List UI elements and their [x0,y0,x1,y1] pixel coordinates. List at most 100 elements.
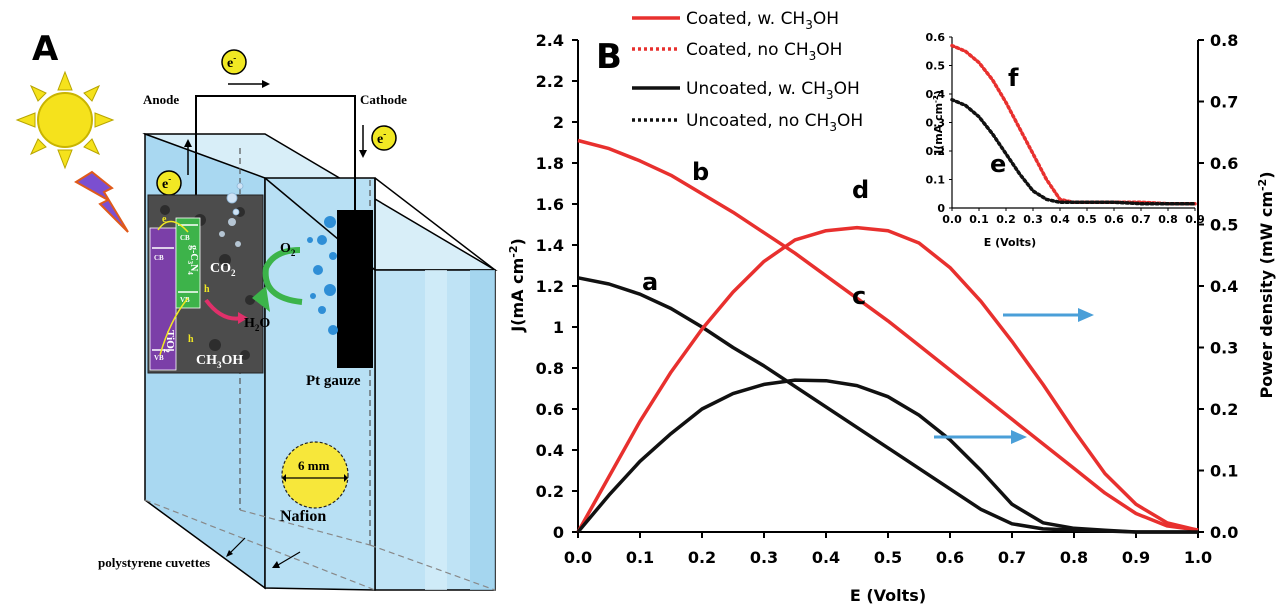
curve-label-c: c [852,282,866,310]
y-tick-label: 1.8 [536,154,564,173]
inset-y-tick-label: 0.4 [926,88,946,101]
electron-badge-left: e- [156,170,182,196]
inset-x-tick-label: 0.5 [1077,213,1097,226]
inset-x-tick-label: 0.4 [1050,213,1070,226]
cathode-label: Cathode [360,92,407,107]
inset-x-tick-label: 0.6 [1104,213,1124,226]
legend-item-uncoated-no-methanol: Uncoated, no CH3OH [632,111,863,134]
nafion-label: Nafion [280,508,326,525]
pt-gauze-label: Pt gauze [306,373,361,389]
main-chart-series [576,138,1199,534]
inset-y-tick-label: 0.1 [926,174,946,187]
lightning-icon [74,170,129,233]
svg-text:CO2: CO2 [210,261,236,278]
external-circuit-wire [195,95,356,285]
y-tick-label: 2.2 [536,72,564,91]
inset-x-tick-label: 0.3 [1023,213,1043,226]
y2-tick-label: 0.3 [1210,339,1238,358]
x-tick-label: 0.5 [874,548,902,567]
y-tick-label: 0 [553,523,564,542]
inset-y-tick-label: 0.6 [926,31,946,44]
inset-x-tick-label: 0.7 [1131,213,1151,226]
inset-x-axis-title: E (Volts) [984,236,1036,249]
svg-text:Coated, w. CH3OH: Coated, w. CH3OH [686,9,839,32]
o2-reduction-arrow [262,247,303,305]
inset-x-tick-label: 0.9 [1185,213,1205,226]
svg-text:g-C3N4: g-C3N4 [186,245,199,275]
svg-text:H2O: H2O [244,316,270,333]
y-tick-label: 0.4 [536,441,564,460]
svg-text:h: h [204,284,210,295]
power-axis-arrow-c [934,430,1027,444]
photoanode-inset: CB VB CB VB TiO2 g-C3N4 e h h CO2 CH3OH [147,194,264,374]
series-line-d [576,225,1199,533]
x-tick-label: 0.4 [812,548,840,567]
inset-curve-label-f: f [1008,64,1019,92]
svg-text:VB: VB [180,296,190,304]
svg-text:O2: O2 [280,241,296,258]
series-line-a [577,276,1198,534]
y-axis-title: J(mA cm-2) [507,238,527,333]
curve-label-a: a [642,268,658,296]
x-tick-label: 0.6 [936,548,964,567]
gcn-layer [175,217,201,309]
x-tick-label: 0.2 [688,548,716,567]
svg-text:Uncoated, no CH3OH: Uncoated, no CH3OH [686,111,863,134]
y2-tick-label: 0.8 [1210,31,1238,50]
inset-x-tick-label: 0.1 [969,213,989,226]
inset-series-line-e [950,97,1197,206]
svg-text:e-: e- [377,129,386,147]
electron-badge-top: e- [221,49,247,75]
x-tick-label: 0.0 [564,548,592,567]
svg-text:e-: e- [227,53,236,71]
x-tick-label: 0.9 [1122,548,1150,567]
y-tick-label: 1.6 [536,195,564,214]
inset-y-tick-label: 0.3 [926,117,946,130]
nafion-membrane: 6 mm Nafion [280,441,349,525]
y-tick-label: 1.2 [536,277,564,296]
y-tick-label: 1.4 [536,236,564,255]
anode-label: Anode [143,92,179,107]
y2-tick-label: 0.1 [1210,462,1238,481]
svg-text:Coated, no CH3OH: Coated, no CH3OH [686,40,842,63]
series-line-c [576,378,1198,534]
svg-text:e: e [162,214,167,225]
sun-icon [15,70,115,170]
y-tick-label: 2 [553,113,564,132]
panel-label-a: A [32,29,59,69]
inset-x-tick-label: 0.2 [996,213,1016,226]
panel-label-b: B [596,37,622,77]
x-tick-label: 0.3 [750,548,778,567]
power-axis-arrow-d [1003,308,1094,322]
y-tick-label: 2.4 [536,31,564,50]
y-tick-label: 0.2 [536,482,564,501]
hole-size-label: 6 mm [298,458,330,473]
svg-text:VB: VB [154,354,164,362]
y2-tick-label: 0.7 [1210,93,1238,112]
curve-label-b: b [692,158,709,186]
curve-label-d: d [852,176,869,204]
inset-y-tick-label: 0.2 [926,145,946,158]
svg-text:e-: e- [162,174,171,192]
legend: Coated, w. CH3OH Coated, no CH3OH Uncoat… [632,9,863,134]
y-tick-label: 1 [553,318,564,337]
svg-text:h: h [188,334,194,345]
inset-chart-series [950,43,1197,206]
y-tick-label: 0.6 [536,400,564,419]
y2-tick-label: 0.6 [1210,154,1238,173]
legend-item-coated-no-methanol: Coated, no CH3OH [632,40,842,63]
y2-tick-label: 0.4 [1210,277,1238,296]
svg-text:Uncoated, w. CH3OH: Uncoated, w. CH3OH [686,79,860,102]
y2-tick-label: 0.2 [1210,400,1238,419]
x-tick-label: 1.0 [1184,548,1212,567]
svg-text:CB: CB [180,234,190,242]
x-tick-label: 0.7 [998,548,1026,567]
y2-tick-label: 0.0 [1210,523,1238,542]
schematic-panel: A [15,29,498,591]
y-tick-label: 0.8 [536,359,564,378]
inset-y-tick-label: 0 [937,202,945,215]
legend-item-uncoated-with-methanol: Uncoated, w. CH3OH [632,79,860,102]
series-line-b [577,138,1199,532]
x-tick-label: 0.8 [1060,548,1088,567]
